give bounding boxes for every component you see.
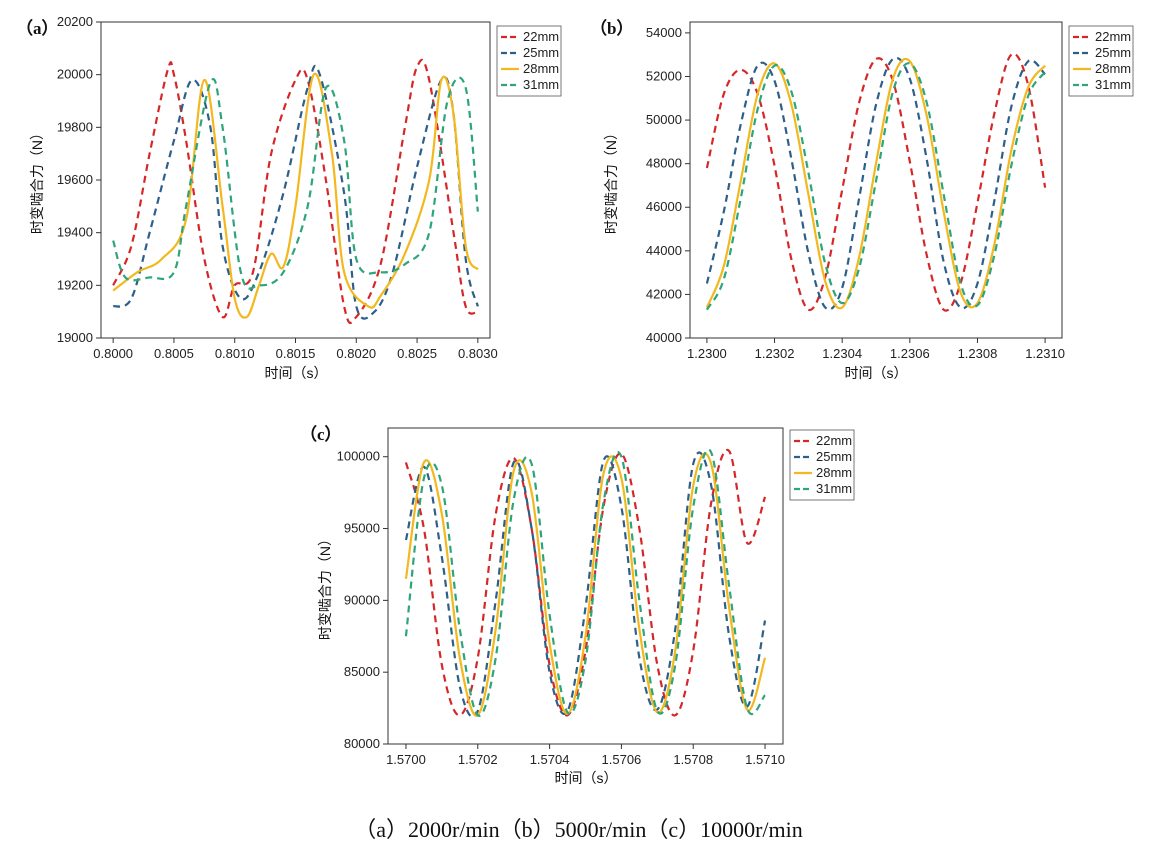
series-line-28mm bbox=[404, 452, 767, 717]
legend-label-22mm: 22mm bbox=[1095, 29, 1131, 44]
x-axis-title: 时间（s） bbox=[555, 770, 618, 786]
panel-tag: （b） bbox=[590, 18, 633, 38]
series-group bbox=[404, 448, 767, 718]
x-tick-label: 1.2302 bbox=[755, 346, 795, 361]
legend-label-31mm: 31mm bbox=[523, 77, 559, 92]
x-axis-title: 时间（s） bbox=[845, 365, 908, 381]
plot-frame bbox=[387, 427, 784, 745]
legend-box bbox=[789, 429, 855, 501]
x-tick-label: 1.2310 bbox=[1025, 346, 1065, 361]
series-line-22mm bbox=[705, 52, 1047, 312]
figure: 0.8000 0.8005 0.8010 0.8015 0.8020 0.8025 0.80… bbox=[16, 14, 1134, 786]
series-line-31mm bbox=[112, 76, 479, 290]
x-tick-label: 0.8025 bbox=[397, 346, 437, 361]
y-tick-label: 44000 bbox=[646, 243, 682, 258]
series-line-25mm bbox=[112, 64, 479, 320]
y-tick-label: 19800 bbox=[57, 119, 93, 134]
x-tick-label: 1.5702 bbox=[458, 752, 498, 767]
chart-panel-c: 1.5700 1.5702 1.5704 1.5706 1.5708 1.5710 8000… bbox=[300, 424, 855, 786]
y-tick-label: 42000 bbox=[646, 286, 682, 301]
x-tick-label: 1.5710 bbox=[745, 752, 785, 767]
panel-tag: （c） bbox=[300, 424, 342, 444]
y-tick-label: 80000 bbox=[344, 736, 380, 751]
y-tick-label: 52000 bbox=[646, 68, 682, 83]
plot-frame bbox=[689, 21, 1063, 339]
series-line-22mm bbox=[112, 58, 479, 324]
legend-label-31mm: 31mm bbox=[816, 481, 852, 496]
x-tick-label: 0.8010 bbox=[215, 346, 255, 361]
x-tick-label: 1.5708 bbox=[673, 752, 713, 767]
y-tick-label: 85000 bbox=[344, 664, 380, 679]
legend-label-22mm: 22mm bbox=[816, 433, 852, 448]
legend-box bbox=[496, 25, 562, 97]
y-tick-label: 100000 bbox=[337, 449, 380, 464]
y-tick-label: 50000 bbox=[646, 112, 682, 127]
series-line-25mm bbox=[705, 56, 1046, 311]
y-tick-label: 48000 bbox=[646, 156, 682, 171]
legend-label-25mm: 25mm bbox=[816, 449, 852, 464]
legend-label-28mm: 28mm bbox=[1095, 61, 1131, 76]
plot-frame bbox=[100, 21, 491, 339]
y-tick-label: 54000 bbox=[646, 25, 682, 40]
series-group bbox=[112, 58, 479, 324]
y-tick-label: 19200 bbox=[57, 277, 93, 292]
legend-label-25mm: 25mm bbox=[523, 45, 559, 60]
y-axis-title: 时变啮合力（N） bbox=[603, 126, 619, 234]
series-line-28mm bbox=[705, 57, 1046, 310]
series-line-31mm bbox=[404, 448, 766, 717]
x-tick-label: 0.8020 bbox=[336, 346, 376, 361]
legend-label-31mm: 31mm bbox=[1095, 77, 1131, 92]
y-tick-label: 19600 bbox=[57, 172, 93, 187]
y-tick-label: 20200 bbox=[57, 14, 93, 29]
x-tick-label: 0.8000 bbox=[93, 346, 133, 361]
x-tick-label: 1.5706 bbox=[602, 752, 642, 767]
x-tick-label: 0.8015 bbox=[276, 346, 316, 361]
x-tick-label: 1.5704 bbox=[530, 752, 570, 767]
panel-tag: （a） bbox=[16, 18, 59, 38]
legend-label-28mm: 28mm bbox=[816, 465, 852, 480]
y-tick-label: 95000 bbox=[344, 521, 380, 536]
x-axis-title: 时间（s） bbox=[265, 365, 328, 381]
legend-label-28mm: 28mm bbox=[523, 61, 559, 76]
figure-caption: （a）2000r/min（b）5000r/min（c）10000r/min bbox=[354, 817, 803, 842]
y-tick-label: 19400 bbox=[57, 225, 93, 240]
y-tick-label: 40000 bbox=[646, 330, 682, 345]
x-tick-label: 1.2300 bbox=[687, 346, 727, 361]
legend-label-22mm: 22mm bbox=[523, 29, 559, 44]
y-tick-label: 20000 bbox=[57, 67, 93, 82]
y-axis-title: 时变啮合力（N） bbox=[29, 126, 45, 234]
x-tick-label: 1.5700 bbox=[386, 752, 426, 767]
series-line-31mm bbox=[705, 62, 1046, 311]
series-line-28mm bbox=[112, 72, 479, 319]
series-group bbox=[705, 52, 1047, 312]
chart-panel-a: 0.8000 0.8005 0.8010 0.8015 0.8020 0.8025 0.80… bbox=[16, 14, 562, 381]
x-tick-label: 1.2308 bbox=[958, 346, 998, 361]
x-tick-label: 1.2306 bbox=[890, 346, 930, 361]
chart-panel-b: 1.2300 1.2302 1.2304 1.2306 1.2308 1.2310 4000… bbox=[590, 18, 1134, 381]
x-tick-label: 1.2304 bbox=[822, 346, 862, 361]
y-tick-label: 90000 bbox=[344, 592, 380, 607]
y-axis-title: 时变啮合力（N） bbox=[317, 532, 333, 640]
legend-box bbox=[1068, 25, 1134, 97]
y-tick-label: 46000 bbox=[646, 199, 682, 214]
y-tick-label: 19000 bbox=[57, 330, 93, 345]
x-tick-label: 0.8005 bbox=[154, 346, 194, 361]
x-tick-label: 0.8030 bbox=[458, 346, 498, 361]
legend-label-25mm: 25mm bbox=[1095, 45, 1131, 60]
series-line-25mm bbox=[404, 451, 767, 718]
